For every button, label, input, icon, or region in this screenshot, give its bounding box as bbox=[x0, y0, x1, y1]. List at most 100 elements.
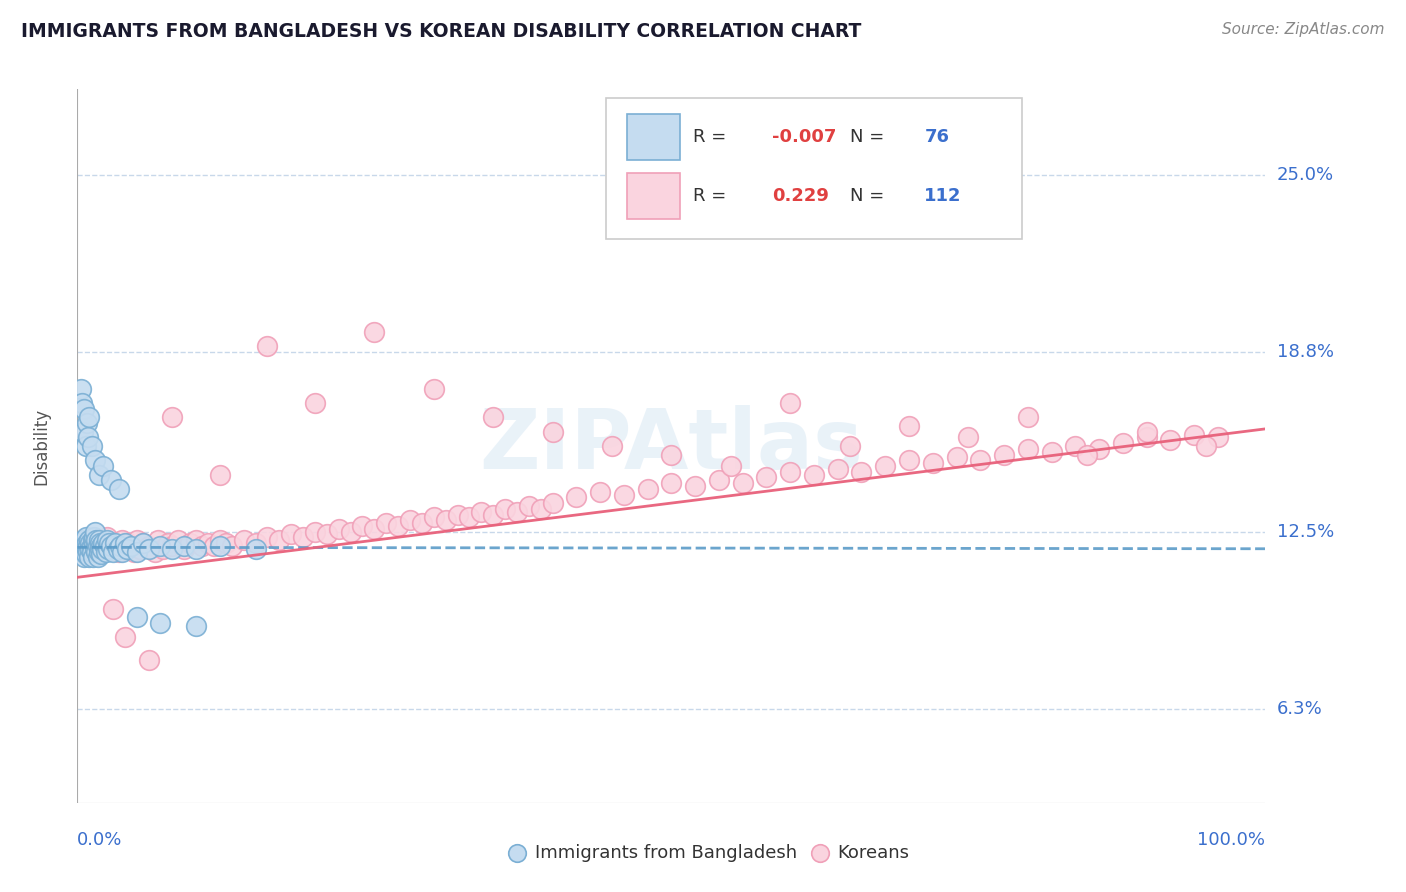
Point bbox=[245, 541, 267, 556]
Point bbox=[221, 539, 243, 553]
Point bbox=[86, 544, 108, 558]
Point bbox=[86, 539, 108, 553]
Point bbox=[114, 536, 136, 550]
Point bbox=[73, 401, 96, 416]
Point bbox=[232, 533, 254, 548]
Point bbox=[304, 524, 326, 539]
Point bbox=[87, 536, 110, 550]
Text: 112: 112 bbox=[924, 187, 962, 205]
Point bbox=[143, 544, 166, 558]
Point bbox=[256, 339, 278, 353]
Point bbox=[482, 508, 505, 522]
Point bbox=[93, 458, 115, 473]
Point bbox=[77, 430, 100, 444]
Point bbox=[82, 533, 104, 548]
Point bbox=[957, 430, 980, 444]
Point bbox=[779, 396, 801, 410]
Point bbox=[541, 496, 564, 510]
Point bbox=[423, 510, 446, 524]
Point bbox=[339, 524, 361, 539]
Point bbox=[101, 536, 124, 550]
Point bbox=[363, 522, 385, 536]
Point bbox=[77, 539, 100, 553]
Point bbox=[167, 533, 190, 548]
Point bbox=[898, 419, 921, 434]
Point bbox=[80, 544, 103, 558]
Point bbox=[541, 425, 564, 439]
Point bbox=[186, 541, 208, 556]
Point bbox=[993, 448, 1015, 462]
Point bbox=[93, 536, 115, 550]
Point bbox=[70, 536, 93, 550]
Point bbox=[1136, 430, 1159, 444]
Point bbox=[131, 536, 153, 550]
Point bbox=[149, 615, 172, 630]
Point bbox=[73, 550, 96, 565]
Text: Immigrants from Bangladesh: Immigrants from Bangladesh bbox=[534, 844, 797, 862]
Point bbox=[90, 539, 112, 553]
Point bbox=[1112, 436, 1135, 450]
Point bbox=[96, 530, 118, 544]
Point bbox=[506, 505, 529, 519]
Point bbox=[125, 533, 148, 548]
Point bbox=[108, 482, 131, 496]
Point bbox=[162, 541, 184, 556]
Point bbox=[245, 536, 267, 550]
Point bbox=[731, 476, 754, 491]
Point bbox=[138, 539, 160, 553]
Point bbox=[97, 541, 120, 556]
Point bbox=[138, 653, 160, 667]
Point bbox=[720, 458, 742, 473]
Point bbox=[84, 544, 107, 558]
Point bbox=[131, 536, 153, 550]
Point bbox=[107, 541, 129, 556]
FancyBboxPatch shape bbox=[606, 98, 1022, 239]
Point bbox=[387, 519, 409, 533]
Point bbox=[101, 601, 124, 615]
Point bbox=[77, 533, 100, 548]
Point bbox=[79, 541, 101, 556]
Point bbox=[399, 513, 422, 527]
Point bbox=[191, 539, 214, 553]
FancyBboxPatch shape bbox=[627, 173, 679, 219]
Point bbox=[79, 536, 101, 550]
Point bbox=[707, 473, 730, 487]
Point bbox=[186, 619, 208, 633]
Point bbox=[86, 550, 108, 565]
Point bbox=[138, 541, 160, 556]
Point bbox=[256, 530, 278, 544]
Point bbox=[208, 539, 231, 553]
Point bbox=[73, 539, 96, 553]
Point bbox=[89, 541, 111, 556]
Point bbox=[77, 541, 100, 556]
Point bbox=[70, 541, 93, 556]
FancyBboxPatch shape bbox=[627, 114, 679, 160]
Point bbox=[683, 479, 706, 493]
Point bbox=[129, 541, 152, 556]
Point bbox=[779, 465, 801, 479]
Point bbox=[83, 530, 105, 544]
Point bbox=[1017, 410, 1039, 425]
Point bbox=[1064, 439, 1087, 453]
Point bbox=[115, 541, 138, 556]
Text: N =: N = bbox=[849, 128, 890, 146]
Point bbox=[76, 541, 98, 556]
Text: -0.007: -0.007 bbox=[772, 128, 837, 146]
Point bbox=[921, 456, 943, 470]
Point bbox=[162, 410, 184, 425]
Point bbox=[292, 530, 315, 544]
Point bbox=[94, 544, 117, 558]
Point bbox=[1182, 427, 1205, 442]
Text: 6.3%: 6.3% bbox=[1277, 699, 1322, 717]
Point bbox=[162, 539, 184, 553]
Point bbox=[72, 425, 94, 439]
Point bbox=[1017, 442, 1039, 456]
Point bbox=[179, 536, 201, 550]
Point bbox=[208, 533, 231, 548]
Point bbox=[87, 544, 110, 558]
Point bbox=[1088, 442, 1111, 456]
Point bbox=[114, 630, 136, 644]
Point bbox=[100, 473, 122, 487]
Point bbox=[637, 482, 659, 496]
Point bbox=[70, 396, 93, 410]
